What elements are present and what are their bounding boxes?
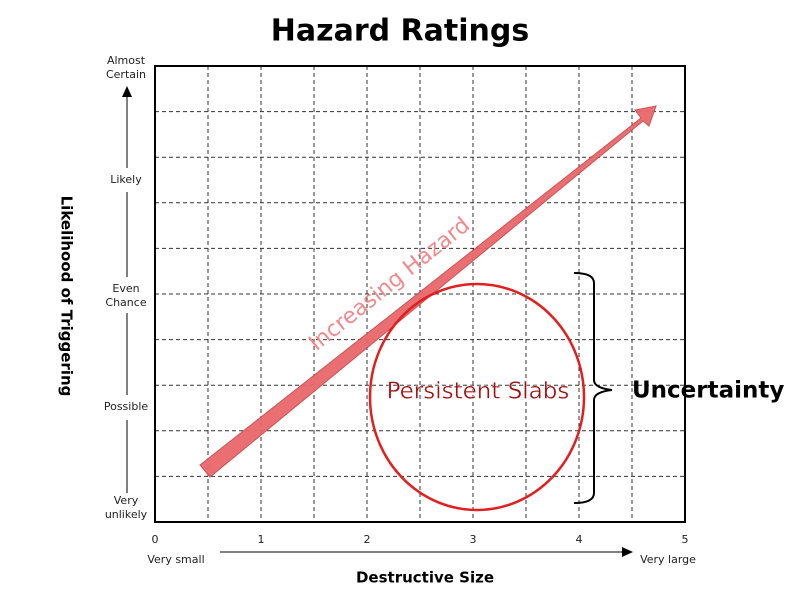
arrow-label: Increasing Hazard — [305, 213, 475, 356]
x-tick-label: 2 — [364, 533, 371, 546]
plot-frame — [154, 65, 686, 523]
y-level-label: Certain — [106, 68, 146, 81]
uncertainty-brace — [573, 272, 613, 504]
y-level-label: unlikely — [105, 508, 148, 521]
x-arrowhead — [622, 547, 633, 557]
x-high-label: Very large — [640, 553, 696, 566]
brace-label: Uncertainty — [632, 378, 784, 404]
y-level-label: Even — [112, 282, 139, 295]
persistent-slabs-region — [368, 282, 586, 512]
x-axis-label: Destructive Size — [356, 569, 494, 587]
y-level-label: Very — [114, 494, 139, 507]
y-level-label: Possible — [104, 400, 149, 413]
title: Hazard Ratings — [271, 14, 529, 49]
x-tick-label: 3 — [470, 533, 477, 546]
region-label: Persistent Slabs — [387, 379, 570, 405]
y-level-label: Chance — [105, 296, 146, 309]
x-low-label: Very small — [147, 553, 204, 566]
y-level-label: Almost — [107, 54, 146, 67]
x-tick-label: 5 — [682, 533, 689, 546]
x-tick-label: 1 — [258, 533, 265, 546]
hazard-arrow — [199, 105, 657, 478]
x-tick-label: 4 — [576, 533, 583, 546]
y-level-label: Likely — [110, 173, 142, 186]
x-tick-label: 0 — [152, 533, 159, 546]
y-axis-label: Likelihood of Triggering — [58, 196, 76, 397]
y-arrowhead — [122, 86, 132, 97]
